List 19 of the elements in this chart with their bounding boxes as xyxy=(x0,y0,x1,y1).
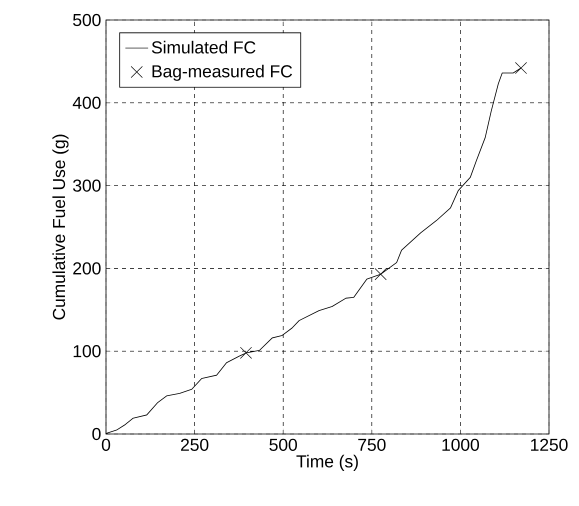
y-tick-label: 500 xyxy=(73,14,101,26)
point xyxy=(515,62,527,74)
y-tick-label: 100 xyxy=(74,345,101,358)
x-tick-label: 500 xyxy=(269,438,297,451)
point xyxy=(374,268,387,280)
y-tick-label: 200 xyxy=(73,262,101,275)
x-tick-label: 1250 xyxy=(531,438,568,451)
legend-label: Bag-measured FC xyxy=(152,64,292,81)
legend-label: Simulated FC xyxy=(152,40,256,54)
y-tick-label: 0 xyxy=(92,428,101,440)
x-tick-label: 750 xyxy=(358,438,386,451)
point xyxy=(240,346,252,359)
y-axis-title: Cumulative Fuel Use (g) xyxy=(52,134,69,320)
x-tick-label: 250 xyxy=(181,438,208,451)
x-tick-label: 0 xyxy=(102,438,110,451)
y-tick-label: 400 xyxy=(72,96,101,109)
x-axis-title: Time (s) xyxy=(296,454,358,471)
x-tick-label: 1000 xyxy=(442,438,480,451)
y-tick-label: 300 xyxy=(73,179,101,192)
